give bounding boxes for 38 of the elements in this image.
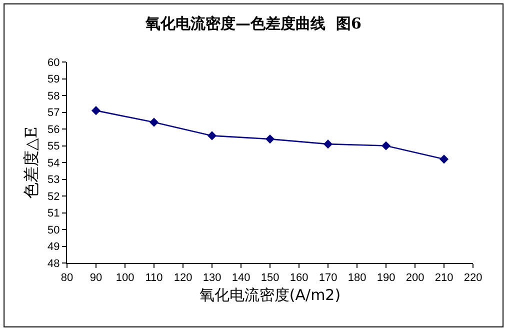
- y-axis-title: 色差度△E: [21, 126, 40, 198]
- x-tick-label: 200: [406, 272, 424, 284]
- y-tick-label: 49: [48, 241, 60, 254]
- x-tick-label: 80: [60, 272, 74, 284]
- x-tick-label: 140: [232, 272, 250, 284]
- x-tick-label: 120: [174, 272, 192, 284]
- y-tick-label: 58: [48, 90, 60, 102]
- point: [207, 131, 217, 140]
- x-tick-label: 110: [145, 272, 163, 284]
- y-tick-label: 55: [48, 140, 60, 153]
- y-tick-label: 54: [48, 157, 60, 170]
- y-tick-label: 48: [48, 258, 60, 270]
- x-tick-label: 150: [260, 272, 280, 284]
- x-tick-label: 130: [202, 272, 222, 284]
- x-tick-label: 100: [116, 272, 134, 284]
- x-tick-label: 190: [376, 272, 396, 284]
- y-tick-label: 59: [48, 74, 60, 86]
- y-tick-label: 56: [48, 124, 60, 136]
- point: [323, 140, 333, 149]
- point: [91, 106, 101, 116]
- point: [439, 154, 449, 164]
- y-tick-label: 53: [48, 174, 60, 186]
- point: [265, 134, 275, 144]
- x-tick-label: 160: [290, 272, 308, 284]
- y-tick-label: 50: [48, 224, 60, 236]
- x-tick-label: 180: [348, 272, 366, 284]
- x-tick-label: 220: [464, 272, 482, 284]
- x-tick-label: 170: [318, 272, 338, 284]
- y-tick-label: 60: [48, 56, 60, 69]
- y-tick-label: 57: [48, 107, 60, 120]
- y-tick-label: 51: [48, 208, 60, 220]
- x-axis-title: 氧化电流密度(A/m2): [199, 286, 341, 304]
- x-tick-label: 210: [434, 272, 454, 284]
- chart-title: 氧化电流密度—色差度曲线 图6: [144, 14, 362, 32]
- y-tick-label: 52: [48, 190, 60, 203]
- x-tick-label: 90: [90, 272, 102, 284]
- point: [381, 141, 391, 150]
- point: [149, 118, 159, 127]
